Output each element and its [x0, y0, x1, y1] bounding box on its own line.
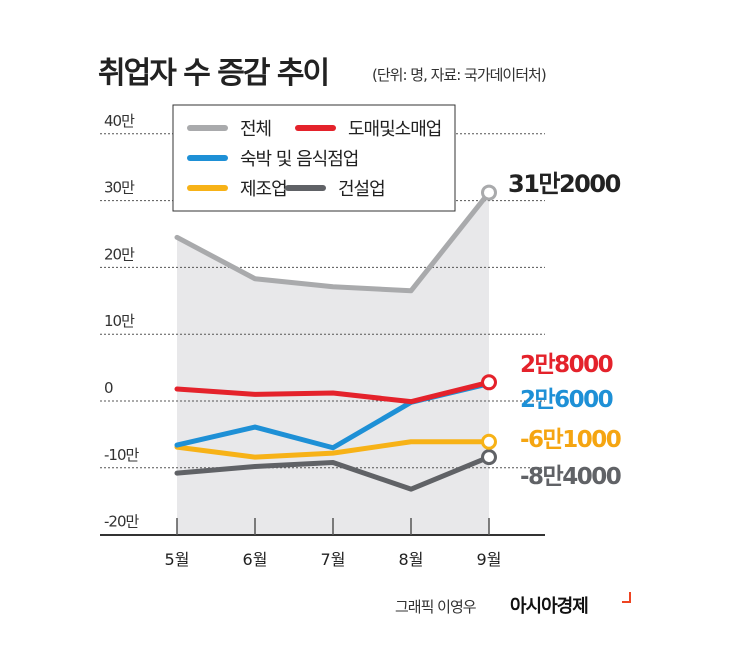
series-line-4 [174, 454, 492, 492]
y-tick-label: 30만 [104, 179, 135, 197]
legend-label: 숙박 및 음식점업 [240, 149, 358, 170]
series-line-1 [174, 379, 492, 405]
x-tick-label: 7월 [321, 550, 346, 569]
x-tick-label: 5월 [165, 550, 190, 569]
legend-label: 도매및소매업 [348, 119, 441, 140]
x-tick-label: 9월 [477, 550, 502, 569]
y-tick-label: 0 [104, 379, 113, 397]
graphic-credit: 그래픽 이영우 [395, 598, 477, 616]
end-point-marker [481, 374, 497, 391]
end-value-label: 2만6000 [520, 387, 613, 413]
legend-label: 건설업 [338, 179, 385, 200]
end-value-label: -8만4000 [520, 464, 621, 490]
brand-mark-icon [622, 592, 631, 603]
legend-label: 전체 [240, 119, 271, 140]
chart-subtitle: (단위: 명, 자료: 국가데이터처) [372, 66, 547, 84]
legend-label: 제조업 [240, 179, 287, 200]
series-line-3 [174, 439, 492, 460]
end-value-label: 31만2000 [508, 170, 621, 198]
y-tick-label: 40만 [104, 112, 135, 130]
end-value-label: 2만8000 [520, 352, 613, 378]
chart-title: 취업자 수 증감 추이 [98, 56, 330, 91]
y-tick-label: 20만 [104, 245, 135, 263]
total-area [177, 192, 489, 536]
y-tick-label: -20만 [104, 513, 139, 531]
series-line-0 [174, 190, 492, 294]
brand-logo: 아시아경제 [510, 596, 589, 617]
x-tick-label: 8월 [399, 550, 424, 569]
end-value-label: -6만1000 [520, 427, 621, 453]
end-point-marker [481, 449, 497, 466]
end-point-marker [481, 433, 497, 450]
y-tick-label: 10만 [104, 312, 135, 330]
y-tick-label: -10만 [104, 446, 139, 464]
x-tick-label: 6월 [243, 550, 268, 569]
end-point-marker [481, 184, 497, 201]
